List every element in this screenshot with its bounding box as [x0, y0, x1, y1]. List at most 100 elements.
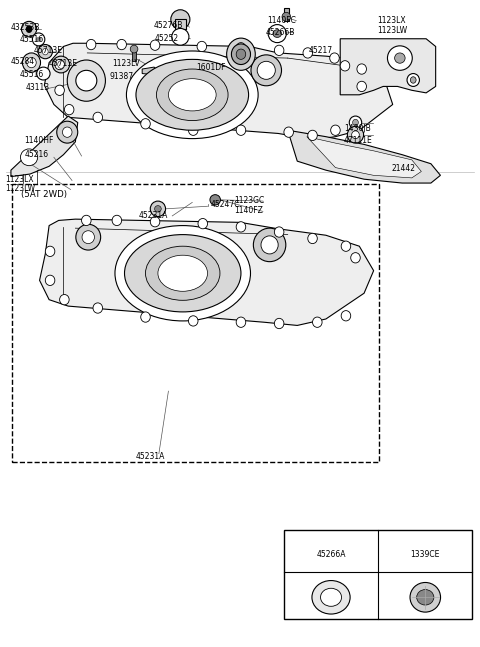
Text: 45247C: 45247C [210, 201, 240, 210]
Text: 1339CE: 1339CE [410, 550, 440, 558]
Ellipse shape [26, 25, 33, 33]
Ellipse shape [158, 255, 207, 291]
Ellipse shape [150, 217, 160, 227]
Text: 45713E: 45713E [48, 59, 77, 68]
Text: 1123GC: 1123GC [234, 196, 264, 205]
Ellipse shape [303, 48, 312, 58]
Ellipse shape [145, 247, 220, 300]
Ellipse shape [23, 53, 40, 72]
Polygon shape [288, 130, 441, 183]
Ellipse shape [253, 228, 286, 261]
Ellipse shape [312, 580, 350, 614]
Text: 1601DF: 1601DF [196, 63, 226, 72]
Text: 91387: 91387 [109, 72, 133, 81]
Polygon shape [142, 67, 159, 75]
Ellipse shape [357, 64, 366, 74]
Ellipse shape [353, 119, 359, 126]
Ellipse shape [36, 67, 50, 80]
Text: 1140FZ: 1140FZ [234, 206, 263, 215]
Text: 1430JB: 1430JB [344, 124, 371, 133]
Polygon shape [11, 116, 78, 177]
Ellipse shape [55, 60, 64, 70]
Ellipse shape [308, 234, 317, 244]
Ellipse shape [27, 58, 36, 68]
Ellipse shape [395, 53, 405, 63]
Ellipse shape [126, 51, 258, 138]
Ellipse shape [189, 125, 198, 135]
Ellipse shape [155, 206, 161, 212]
Ellipse shape [330, 53, 339, 63]
Bar [175, 19, 186, 29]
Ellipse shape [282, 12, 290, 21]
Polygon shape [340, 39, 436, 95]
Ellipse shape [236, 222, 246, 232]
Ellipse shape [357, 82, 366, 92]
Ellipse shape [352, 131, 360, 138]
Ellipse shape [21, 149, 37, 166]
Ellipse shape [410, 77, 416, 83]
Ellipse shape [321, 588, 342, 606]
Ellipse shape [407, 74, 420, 87]
Ellipse shape [55, 85, 64, 96]
Ellipse shape [58, 61, 64, 69]
Polygon shape [44, 43, 393, 140]
Text: 45216: 45216 [24, 149, 48, 159]
Ellipse shape [22, 21, 36, 37]
Polygon shape [39, 219, 373, 325]
Ellipse shape [52, 56, 70, 73]
Ellipse shape [284, 127, 293, 137]
Text: 1123LW: 1123LW [377, 26, 408, 35]
Ellipse shape [227, 38, 255, 71]
Text: 45516: 45516 [20, 35, 44, 44]
Ellipse shape [45, 247, 55, 256]
Ellipse shape [124, 235, 241, 312]
Text: 45284: 45284 [11, 58, 35, 67]
Bar [132, 49, 136, 61]
Ellipse shape [93, 112, 103, 122]
Text: 1140HF: 1140HF [24, 136, 54, 145]
Ellipse shape [82, 215, 91, 226]
Ellipse shape [156, 69, 228, 120]
Text: 21442: 21442 [392, 164, 416, 173]
Ellipse shape [210, 195, 220, 205]
Ellipse shape [62, 127, 72, 137]
Ellipse shape [231, 44, 251, 65]
Text: 45252: 45252 [155, 34, 179, 43]
Ellipse shape [168, 79, 216, 111]
Ellipse shape [236, 43, 246, 53]
Text: 45231A: 45231A [136, 452, 165, 461]
Ellipse shape [273, 30, 281, 38]
Text: (5AT 2WD): (5AT 2WD) [22, 190, 67, 199]
Ellipse shape [93, 303, 103, 313]
Text: 45713E: 45713E [34, 47, 63, 56]
Ellipse shape [33, 33, 45, 46]
Ellipse shape [76, 71, 97, 91]
Ellipse shape [341, 241, 351, 251]
Text: 1123LX: 1123LX [377, 16, 406, 25]
Ellipse shape [60, 294, 69, 305]
Ellipse shape [349, 116, 362, 129]
Ellipse shape [82, 231, 95, 244]
Ellipse shape [38, 45, 52, 59]
Text: 45276B: 45276B [153, 21, 182, 30]
Ellipse shape [150, 40, 160, 50]
Text: 45266B: 45266B [265, 28, 295, 37]
Text: 45217: 45217 [308, 47, 332, 56]
Bar [284, 8, 289, 21]
Ellipse shape [312, 317, 322, 327]
Ellipse shape [36, 37, 41, 42]
Ellipse shape [171, 10, 190, 29]
Ellipse shape [275, 227, 284, 237]
Ellipse shape [141, 118, 150, 129]
Ellipse shape [86, 39, 96, 50]
Ellipse shape [236, 49, 246, 60]
Ellipse shape [198, 219, 207, 229]
Ellipse shape [341, 311, 351, 321]
Ellipse shape [331, 125, 340, 135]
Text: 1123LV: 1123LV [112, 60, 140, 69]
Ellipse shape [189, 316, 198, 326]
Ellipse shape [257, 61, 276, 80]
Ellipse shape [261, 236, 278, 254]
Text: 1140FC: 1140FC [268, 16, 297, 25]
Text: 43113: 43113 [25, 83, 49, 93]
